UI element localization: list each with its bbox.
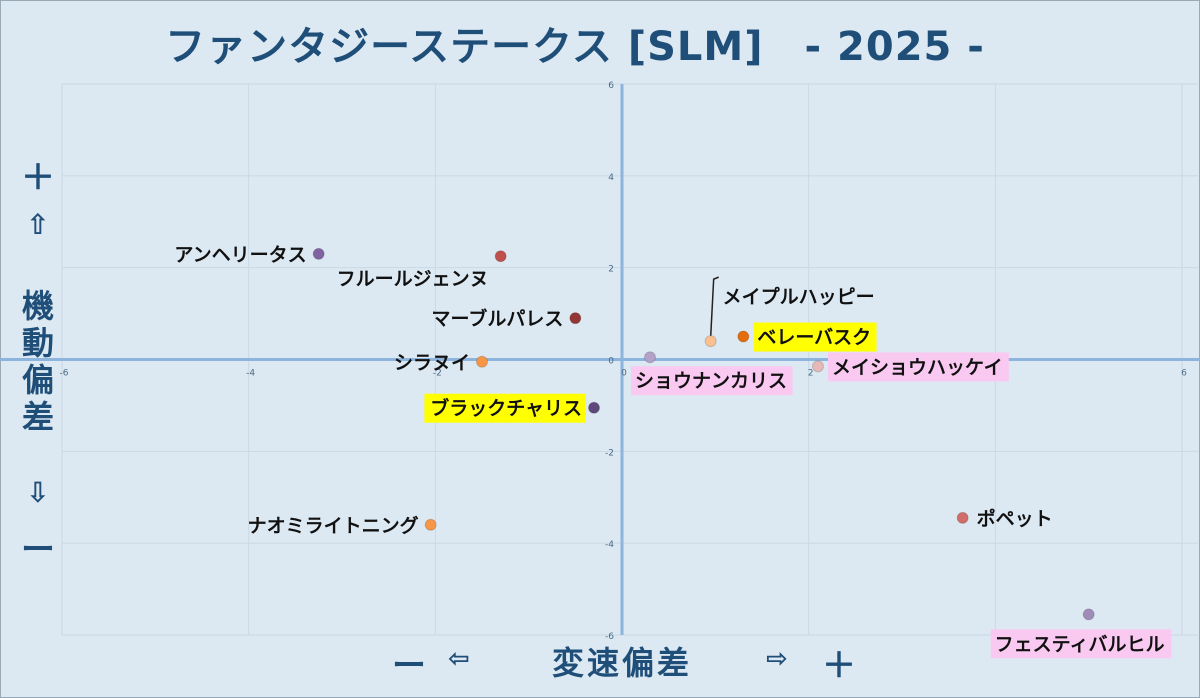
label-highlight — [990, 629, 1172, 659]
x-tick-label: 6 — [1181, 369, 1187, 379]
x-plus-sign: ＋ — [822, 646, 856, 686]
data-point — [812, 360, 824, 373]
up-arrow-icon: ⇧ — [26, 208, 50, 241]
data-point — [476, 355, 488, 368]
data-point — [704, 335, 717, 348]
data-label: ポペット — [977, 507, 1053, 530]
x-tick-label: 0 — [621, 369, 627, 379]
down-arrow-icon: ⇩ — [26, 476, 50, 509]
data-point — [644, 351, 656, 364]
y-tick-label: 4 — [608, 173, 614, 183]
data-label: フルールジェンヌ — [337, 268, 489, 290]
data-label: メイショウハッケイ — [832, 356, 1003, 378]
data-label: フェスティバルヒル — [995, 633, 1165, 655]
x-axis-label: 変速偏差 — [552, 644, 693, 682]
right-arrow-icon: ⇨ — [766, 644, 788, 674]
left-arrow-icon: ⇦ — [448, 644, 470, 674]
data-label: ナオミライトニング — [248, 514, 419, 537]
data-point — [312, 247, 325, 260]
x-tick-label: -6 — [60, 369, 69, 379]
data-point — [494, 250, 507, 263]
data-label: アンヘリータス — [174, 244, 306, 266]
label-highlight — [631, 366, 793, 396]
data-label: ベレーバスク — [757, 327, 871, 349]
data-label: シラヌイ — [394, 352, 470, 374]
data-label: ショウナンカリス — [635, 370, 787, 392]
data-point — [588, 401, 600, 414]
x-tick-label: -2 — [433, 369, 442, 379]
y-tick-label: 2 — [608, 265, 614, 275]
y-minus-sign: ー — [21, 530, 55, 570]
y-tick-label: -2 — [605, 448, 614, 458]
x-minus-sign: ー — [392, 646, 426, 686]
y-tick-label: -4 — [605, 540, 614, 550]
x-tick-label: 2 — [808, 369, 814, 379]
data-point — [1082, 608, 1095, 621]
y-tick-label: -6 — [605, 632, 614, 642]
chart-title: ファンタジーステークス [SLM] - 2025 - — [165, 24, 985, 70]
data-point — [569, 312, 582, 325]
y-axis-label: 機動偏差 — [21, 287, 54, 436]
label-highlight — [828, 352, 1009, 382]
label-highlight — [424, 393, 586, 423]
data-point — [424, 518, 437, 531]
y-tick-label: 6 — [608, 81, 614, 91]
data-point — [737, 330, 750, 343]
y-plus-sign: ＋ — [21, 158, 55, 198]
label-leader-line — [709, 276, 719, 338]
data-point — [956, 511, 969, 524]
label-highlight — [753, 322, 877, 352]
x-tick-label: -4 — [246, 369, 255, 379]
data-label: ブラックチャリス — [430, 397, 582, 420]
y-tick-label: 0 — [608, 357, 614, 367]
data-label: マーブルパレス — [431, 307, 563, 330]
data-label: メイプルハッピー — [723, 285, 875, 308]
